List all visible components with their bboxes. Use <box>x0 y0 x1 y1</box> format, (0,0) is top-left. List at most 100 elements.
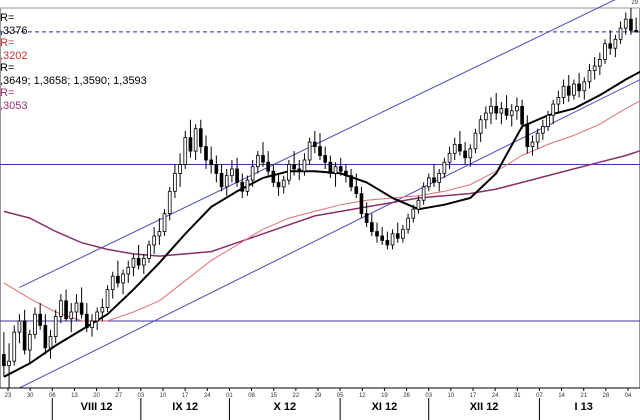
x-tick-label: 05 <box>337 393 344 399</box>
x-tick-label: 03 <box>138 393 145 399</box>
x-tick-label: 24 <box>492 393 499 399</box>
candle-body <box>525 123 530 147</box>
month-label: XII 12 <box>470 401 499 413</box>
candle-body <box>105 289 110 308</box>
candle-body <box>587 70 592 83</box>
candle-body <box>292 164 296 170</box>
candle-body <box>12 331 17 362</box>
candle-body <box>473 132 478 150</box>
candle-body <box>219 173 224 188</box>
month-label: XI 12 <box>372 401 398 413</box>
candle-body <box>255 155 260 168</box>
candle-body <box>79 302 84 315</box>
legend-entry: R= <box>0 37 15 49</box>
candle-body <box>566 85 571 96</box>
candle-body <box>230 168 234 177</box>
legend-entry: ,3649; 1,3658; 1,3590; 1,3593 <box>0 74 147 87</box>
legend-entry: ,3202 <box>0 49 28 62</box>
candle-body <box>287 164 291 181</box>
channel-line-upper <box>19 0 616 288</box>
x-tick-label: 01 <box>226 393 233 399</box>
candle-body <box>74 302 79 313</box>
x-tick-label: 27 <box>115 393 122 399</box>
candle-body <box>136 257 141 266</box>
candle-body <box>369 222 374 232</box>
candle-body <box>364 213 369 223</box>
candle-body <box>432 177 436 183</box>
candle-body <box>608 43 613 49</box>
candle-body <box>504 108 509 116</box>
month-label: X 12 <box>273 401 296 413</box>
candle-body <box>183 137 188 165</box>
candle-body <box>53 316 58 337</box>
candle-body <box>307 141 312 161</box>
candle-body <box>515 105 519 112</box>
candle-body <box>484 112 488 121</box>
candle-body <box>84 313 89 329</box>
candle-body <box>173 173 177 192</box>
x-tick-label: 31 <box>514 393 521 399</box>
candle-body <box>359 193 364 215</box>
candle-body <box>416 199 421 210</box>
x-tick-label: 24 <box>204 393 211 399</box>
candle-body <box>95 311 99 322</box>
candle-body <box>69 311 74 320</box>
x-tick-label: 15 <box>270 393 277 399</box>
x-tick-label: 23 <box>5 393 12 399</box>
candle-body <box>344 170 348 177</box>
candle-body <box>250 166 255 181</box>
candle-body <box>271 170 276 183</box>
candle-body <box>385 240 390 246</box>
candle-body <box>245 179 250 192</box>
candle-body <box>354 186 359 194</box>
x-tick-label: 07 <box>536 393 543 399</box>
candle-body <box>27 333 32 351</box>
candle-body <box>318 146 322 156</box>
candle-body <box>333 166 338 174</box>
candle-body <box>59 300 63 317</box>
candle-body <box>281 179 286 188</box>
candle-body <box>452 143 457 154</box>
candle-body <box>447 152 452 163</box>
candle-body <box>572 83 576 96</box>
ma-slow-line <box>3 150 640 257</box>
candle-body <box>43 325 48 349</box>
candle-body <box>442 161 447 174</box>
candle-body <box>395 233 400 239</box>
candle-body <box>411 208 416 219</box>
candle-body <box>598 59 602 67</box>
month-label: I 13 <box>575 401 593 413</box>
legend: R= ,3376 R= ,3202 R= ,3649; 1,3658; 1,3590; 1… <box>0 12 147 112</box>
x-tick-label: 26 <box>403 393 410 399</box>
candle-body <box>623 18 628 29</box>
legend-entry: R= <box>0 87 15 99</box>
candle-body <box>375 231 379 237</box>
candle-body <box>64 300 68 320</box>
candle-body <box>541 126 545 134</box>
candle-body <box>235 168 239 183</box>
candle-body <box>634 29 638 33</box>
candle-body <box>463 150 467 159</box>
candle-body <box>266 161 271 172</box>
candle-body <box>437 173 442 183</box>
x-tick-label: 08 <box>248 393 255 399</box>
candle-body <box>577 83 581 92</box>
candle-body <box>48 336 53 349</box>
candle-body <box>390 233 395 246</box>
candle-body <box>618 27 623 40</box>
candle-body <box>582 81 587 92</box>
candle-body <box>489 105 493 114</box>
candle-body <box>401 228 405 239</box>
candle-body <box>520 105 524 125</box>
x-tick-label: 04 <box>625 393 632 399</box>
ma-mid-line <box>3 100 640 322</box>
corner-label: 29 <box>631 0 638 6</box>
candle-body <box>2 354 6 367</box>
candle-body <box>167 190 172 215</box>
candle-body <box>297 168 302 172</box>
legend-entry: R= <box>0 12 15 24</box>
x-tick-label: 21 <box>580 393 587 399</box>
x-tick-label: 10 <box>160 393 167 399</box>
x-tick-label: 20 <box>93 393 100 399</box>
candle-body <box>17 320 22 333</box>
